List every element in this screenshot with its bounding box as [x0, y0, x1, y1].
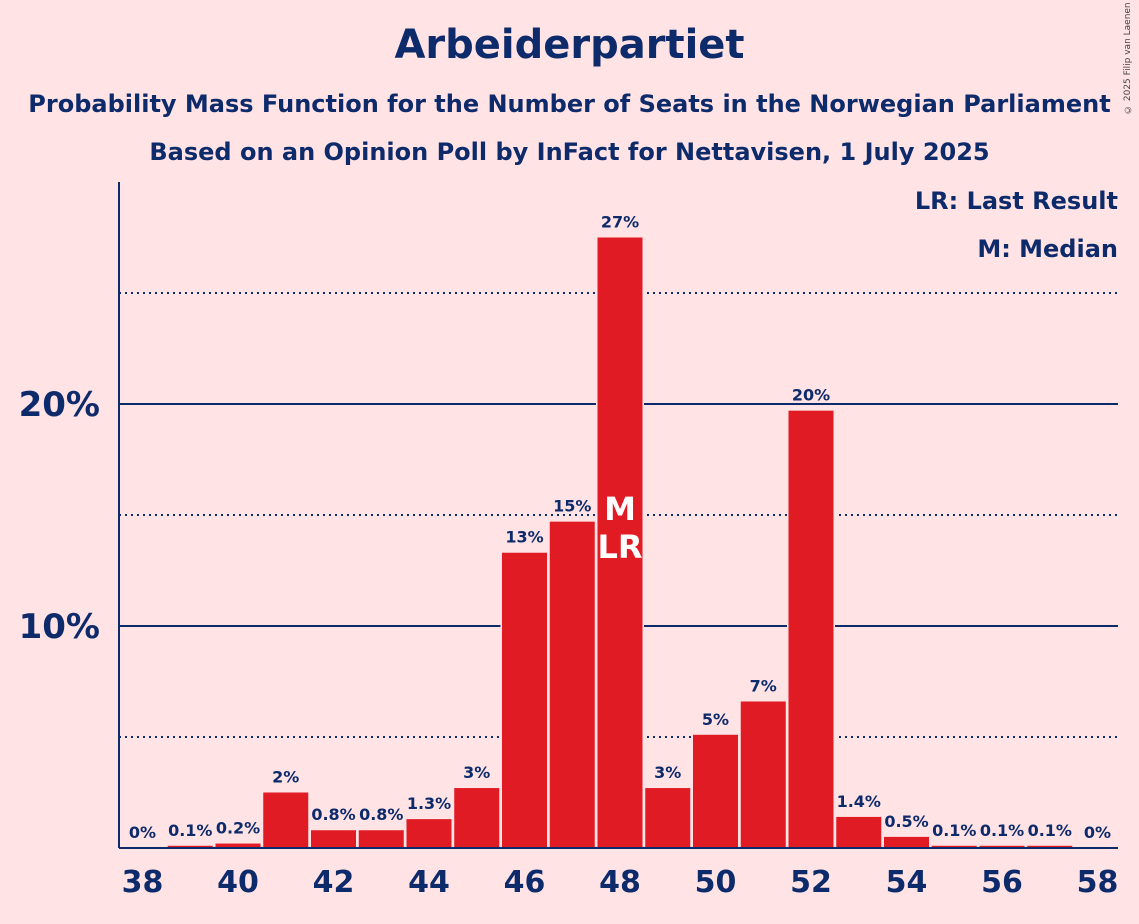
data-label: 0.1%: [168, 821, 212, 840]
data-label: 27%: [601, 213, 639, 232]
x-tick-label: 52: [790, 865, 832, 900]
bar: [454, 788, 500, 848]
legend-entry: LR: Last Result: [915, 187, 1118, 215]
data-label: 0.8%: [359, 805, 403, 824]
data-label: 0.5%: [884, 812, 928, 831]
data-label: 0.1%: [1028, 821, 1072, 840]
data-label: 3%: [463, 763, 490, 782]
bar: [406, 819, 452, 848]
data-labels: 0% 0.1% 0.2%2%0.8% 0.8%1.3%3%13%15%27%3%5%7…: [129, 213, 1111, 843]
data-label: 3%: [654, 763, 681, 782]
bar: [788, 410, 834, 848]
x-tick-label: 56: [981, 865, 1023, 900]
data-label: 1.3%: [407, 794, 451, 813]
data-label: 0%: [1084, 823, 1111, 842]
last-result-marker: LR: [597, 528, 642, 566]
y-tick-label: 20%: [19, 385, 100, 425]
x-tick-label: 58: [1077, 865, 1119, 900]
bar: [836, 816, 882, 848]
legend: LR: Last Result M: Median: [915, 187, 1118, 263]
bar: [740, 701, 786, 848]
x-tick-label: 38: [122, 865, 164, 900]
chart-title: Arbeiderpartiet: [394, 22, 745, 68]
bars: [166, 236, 1074, 848]
data-label: 0.8%: [311, 805, 355, 824]
data-label: 5%: [702, 710, 729, 729]
bar: [645, 788, 691, 848]
bar: [597, 237, 643, 848]
bar: [549, 521, 595, 848]
x-tick-label: 50: [695, 865, 737, 900]
bar: [502, 552, 547, 848]
data-label: 0%: [129, 823, 156, 842]
x-tick-label: 44: [408, 865, 450, 900]
data-label: 1.4%: [837, 792, 881, 811]
bar: [167, 845, 213, 848]
chart-subtitle-source: Based on an Opinion Poll by InFact for N…: [149, 138, 990, 166]
x-tick-label: 54: [886, 865, 928, 900]
bar: [979, 845, 1025, 848]
x-tick-label: 46: [504, 865, 546, 900]
data-label: 2%: [272, 768, 299, 787]
bar: [931, 845, 977, 848]
bar: [215, 843, 261, 848]
legend-entry: M: Median: [977, 235, 1118, 263]
data-label: 15%: [553, 497, 591, 516]
bar: [693, 734, 738, 848]
bar: [263, 792, 309, 848]
x-tick-label: 42: [313, 865, 355, 900]
data-label: 7%: [750, 676, 777, 695]
bar: [358, 830, 404, 848]
bar: [1027, 845, 1073, 848]
bar: [884, 836, 929, 848]
data-label: 0.1%: [980, 821, 1024, 840]
axes: 10% 20% 38 40 42 44 46 48 50 52 54 56 58: [19, 182, 1119, 900]
chart-subtitle: Probability Mass Function for the Number…: [28, 90, 1111, 118]
median-marker: M: [604, 490, 636, 528]
data-label: 20%: [792, 386, 830, 405]
data-label: 0.2%: [216, 819, 260, 838]
x-tick-label: 40: [217, 865, 259, 900]
y-tick-label: 10%: [19, 607, 100, 647]
x-tick-label: 48: [599, 865, 641, 900]
bar: [311, 830, 356, 848]
data-label: 13%: [505, 528, 543, 547]
data-label: 0.1%: [932, 821, 976, 840]
